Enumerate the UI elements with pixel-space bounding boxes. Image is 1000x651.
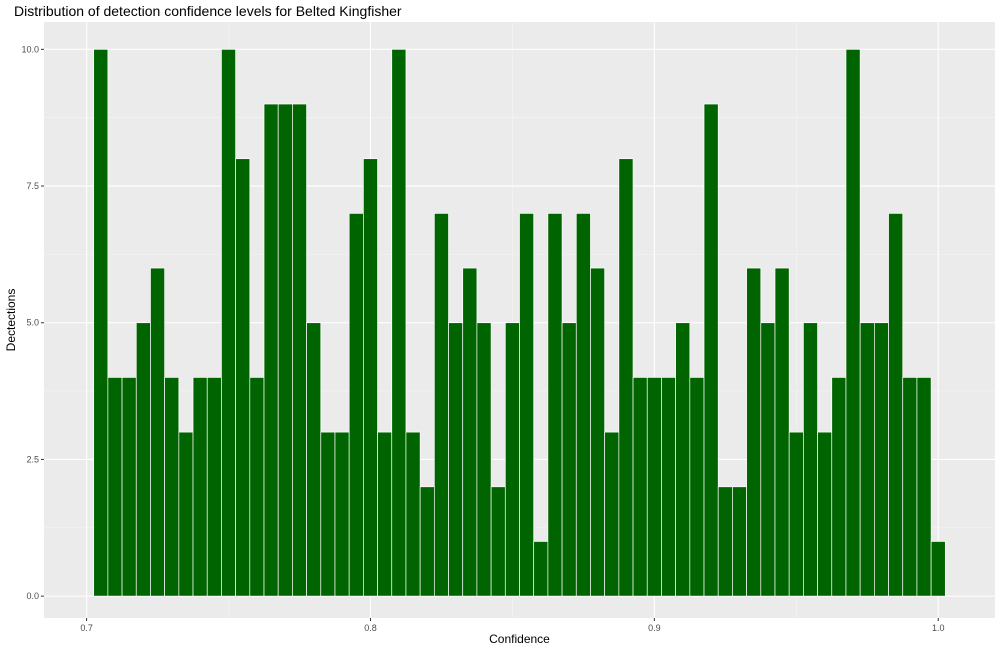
bar [533,541,549,597]
y-tick-label: 10.0 [21,44,39,54]
bar [391,48,407,597]
chart-title: Distribution of detection confidence lev… [14,3,402,19]
bar [377,431,393,597]
bar [774,267,790,597]
x-tick-label: 0.9 [648,623,661,633]
bar [661,377,676,597]
bar [206,377,222,597]
bar [902,377,918,597]
bar [277,103,293,597]
bar [689,377,705,597]
x-tick-label: 1.0 [932,623,945,633]
y-tick-label: 2.5 [26,454,39,464]
bar [888,213,904,597]
bar [646,377,662,597]
bar [604,431,620,597]
bar [263,103,279,597]
bar [292,103,307,597]
y-axis-ticks: 0.0 2.5 5.0 7.5 10.0 [21,44,44,601]
bar [717,486,733,597]
bar [192,377,208,597]
bar [476,322,492,597]
x-axis-ticks: 0.7 0.8 0.9 1.0 [80,618,944,633]
bar [405,431,421,597]
bar [178,431,194,597]
bar [930,541,946,597]
bar [831,377,847,597]
bar [235,158,251,597]
bar [703,103,719,597]
x-tick-label: 0.8 [364,623,377,633]
bar [746,267,762,597]
bar [363,158,378,597]
bar [561,322,577,597]
bar [732,486,747,597]
bar [817,431,833,597]
bar [150,267,165,597]
bar [93,48,109,597]
bar [547,213,563,597]
bar [590,267,606,597]
bar [164,377,180,597]
bar [519,213,535,597]
bar [334,431,350,597]
bar [845,48,861,597]
bar [135,322,151,597]
bar [859,322,875,597]
bar [320,431,336,597]
bar [121,377,137,597]
bar [788,431,804,597]
bar [433,213,449,597]
y-tick-label: 7.5 [26,181,39,191]
bar [490,486,506,597]
y-tick-label: 0.0 [26,591,39,601]
bar [803,322,818,597]
x-axis-title: Confidence [489,632,550,646]
bars [93,48,946,597]
bar [874,322,889,597]
y-tick-label: 5.0 [26,318,39,328]
x-tick-label: 0.7 [80,623,93,633]
bar [632,377,648,597]
y-axis-title: Dectections [4,289,18,352]
bar [107,377,123,597]
bar [348,213,364,597]
bar [575,213,591,597]
bar [221,48,236,597]
bar [462,267,478,597]
bar [675,322,691,597]
bar [504,322,520,597]
bar [249,377,265,597]
bar [760,322,776,597]
bar [618,158,634,597]
bar [916,377,932,597]
bar [448,322,464,597]
bar [306,322,322,597]
bar [419,486,435,597]
